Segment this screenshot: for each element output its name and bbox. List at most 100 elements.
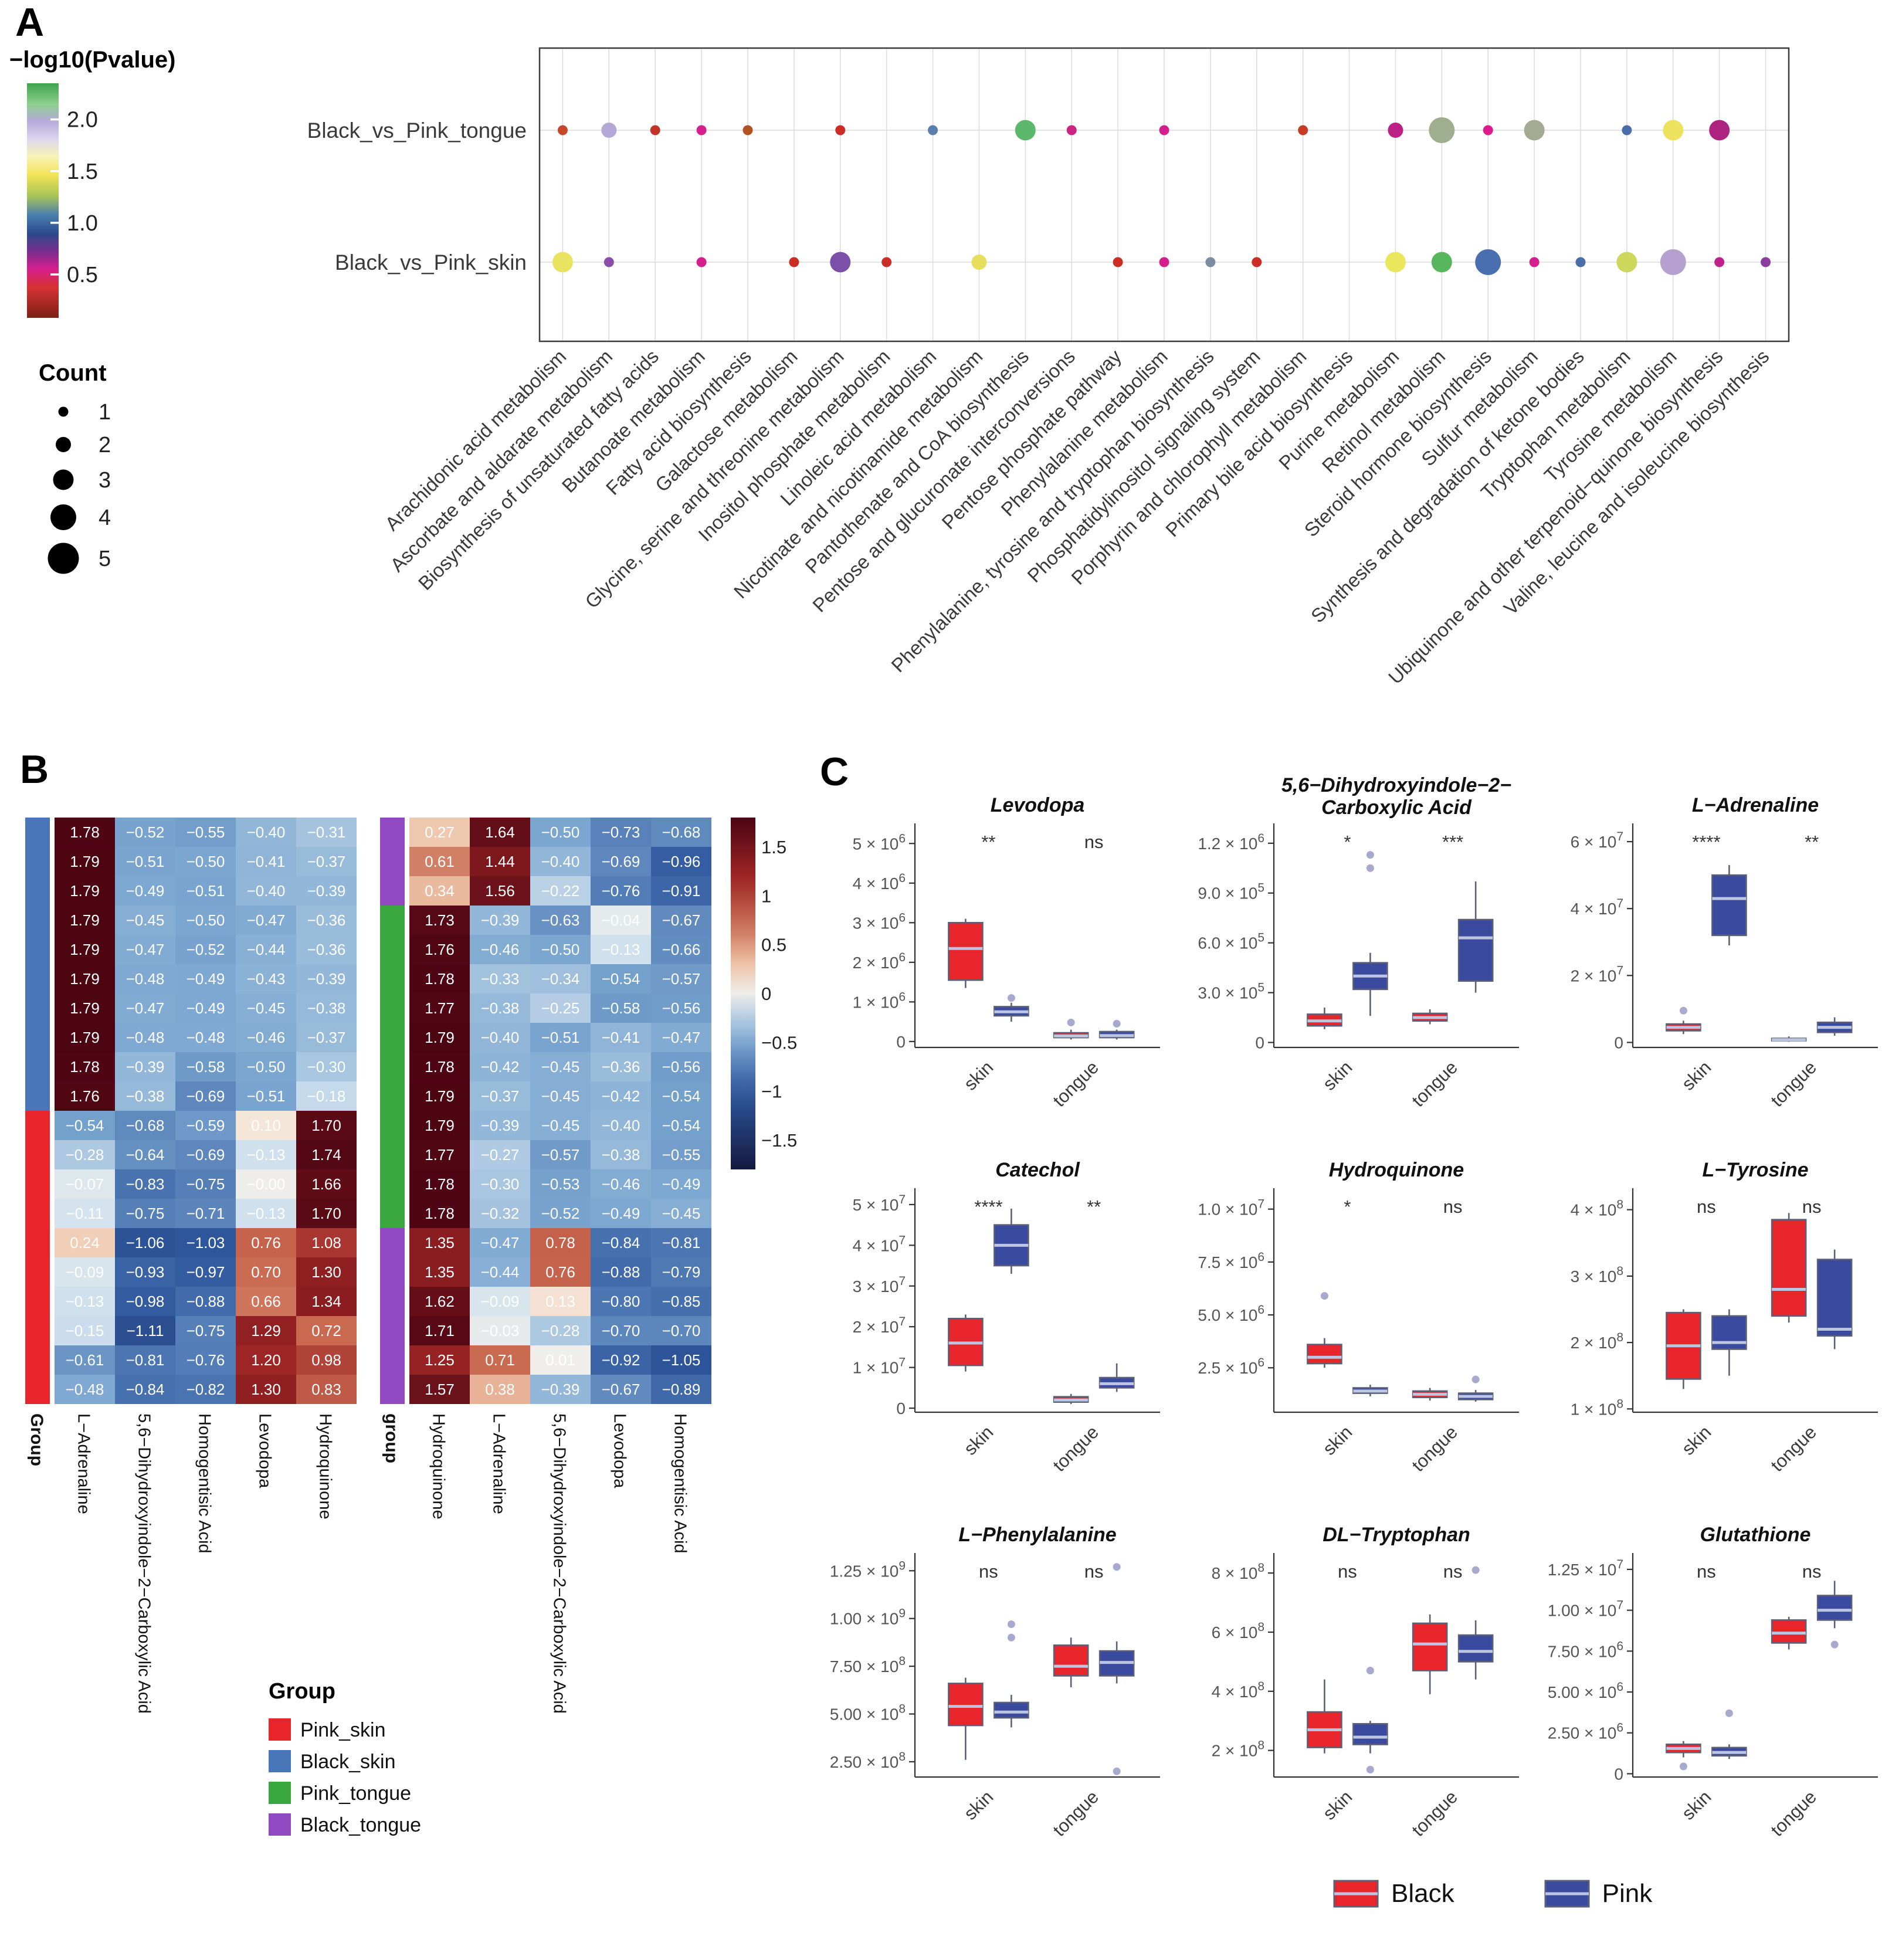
heatmap-cell <box>651 1375 711 1404</box>
heatmap-value: 0.61 <box>425 853 455 870</box>
group-annotation-cell <box>380 935 405 964</box>
heatmap-value: −0.98 <box>126 1293 165 1310</box>
heatmap-value: −0.38 <box>481 999 520 1017</box>
heatmap-cell <box>651 1169 711 1199</box>
heatmap-value: −0.30 <box>481 1175 520 1193</box>
heatmap-cell <box>470 1257 530 1287</box>
heatmap-value: −0.25 <box>541 999 580 1017</box>
y-tick-label: 4 × 107 <box>1571 897 1623 918</box>
heatmap-value: −0.51 <box>541 1029 580 1046</box>
heatmap-colorbar <box>731 818 755 1169</box>
x-group-label: tongue <box>1766 1057 1820 1111</box>
heatmap-cell <box>409 964 470 993</box>
heatmap-value: 0.76 <box>251 1234 281 1252</box>
bubble-dot <box>1298 125 1308 135</box>
heatmap-cell <box>470 964 530 993</box>
bubble-dot <box>1529 257 1540 267</box>
bubble-dot <box>1575 257 1586 267</box>
heatmap-cell <box>55 1140 115 1169</box>
heatmap-cell <box>296 1375 357 1404</box>
group-annotation-cell <box>25 1023 50 1052</box>
heatmap-cell <box>55 1287 115 1316</box>
group-annotation-cell <box>380 1316 405 1345</box>
heatmap-value: 1.79 <box>70 853 100 870</box>
significance-label: ns <box>1802 1196 1822 1217</box>
y-tick-label: 6.0 × 105 <box>1198 931 1264 952</box>
heatmap-cell <box>296 1257 357 1287</box>
heatmap-value: −0.66 <box>662 941 701 958</box>
heatmap-cell <box>236 964 296 993</box>
heatmap-value: 1.70 <box>311 1205 341 1222</box>
heatmap-value: 1.57 <box>425 1381 455 1398</box>
heatmap-value: 0.98 <box>311 1351 341 1369</box>
heatmap-cell <box>55 818 115 847</box>
heatmap-cell <box>530 876 591 906</box>
heatmap-cell <box>591 876 651 906</box>
heatmap-value: −0.84 <box>126 1381 165 1398</box>
heatmap-cell <box>175 1345 236 1375</box>
x-group-label: tongue <box>1049 1786 1103 1840</box>
significance-label: ns <box>1443 1196 1463 1217</box>
heatmap-value: −0.45 <box>541 1087 580 1105</box>
heatmap-cell <box>175 1375 236 1404</box>
boxplot-subplot-8: Glutathione 0 2.50 × 106 5.00 × 106 7.50 × 1… <box>1548 1524 1878 1840</box>
heatmap-value: −0.45 <box>247 999 286 1017</box>
bubble-dot <box>1252 257 1262 267</box>
group-annotation-cell <box>380 1169 405 1199</box>
heatmap-cell <box>236 1052 296 1081</box>
group-annotation-cell <box>380 847 405 876</box>
y-tick-label: 1 × 106 <box>853 990 906 1011</box>
boxplot-subplot-3: Catechol 0 1 × 107 2 × 107 3 × 107 4 × 107 5 ×… <box>853 1159 1160 1476</box>
group-annotation-cell <box>380 1345 405 1375</box>
group-annotation-cell <box>25 1345 50 1375</box>
heatmap-value: −0.04 <box>602 911 640 929</box>
heatmap-value: −0.70 <box>602 1322 640 1340</box>
heatmap-cell <box>591 906 651 935</box>
heatmap-cell <box>651 1199 711 1228</box>
heatmap-cell <box>591 847 651 876</box>
heatmap-cell <box>530 1287 591 1316</box>
significance-label: ns <box>1443 1561 1463 1582</box>
boxplot-legend: Black Pink <box>1331 1877 1652 1911</box>
heatmap-value: 0.24 <box>70 1234 100 1252</box>
heatmap-cell <box>409 1081 470 1111</box>
x-group-label: skin <box>1319 1057 1357 1094</box>
heatmap-value: 0.13 <box>545 1293 575 1310</box>
heatmap-value: −0.47 <box>126 999 165 1017</box>
bubble-dot <box>1159 125 1169 135</box>
boxplot-title: L−Adrenaline <box>1692 794 1819 816</box>
group-annotation-cell <box>25 876 50 906</box>
outlier-dot <box>1471 1375 1480 1383</box>
box <box>1352 1722 1388 1745</box>
heatmap-value: −0.37 <box>307 853 346 870</box>
bubble-dot <box>1660 249 1686 275</box>
heatmap-value: 1.79 <box>425 1087 455 1105</box>
y-tick-label: 0 <box>896 1399 906 1418</box>
heatmap-cell <box>55 964 115 993</box>
heatmap-value: −0.54 <box>662 1117 701 1134</box>
heatmap-cell <box>591 1345 651 1375</box>
panel-c-label: C <box>820 750 849 794</box>
heatmap-cell <box>115 1023 175 1052</box>
heatmap-value: −0.61 <box>66 1351 104 1369</box>
y-tick-label: 2 × 108 <box>1571 1331 1623 1352</box>
heatmap-cell <box>470 1111 530 1140</box>
heatmap-cell <box>530 818 591 847</box>
heatmap-value: −0.39 <box>126 1058 165 1076</box>
heatmap-cell <box>651 1345 711 1375</box>
x-group-label: tongue <box>1408 1422 1462 1476</box>
bubble-dot <box>835 125 846 135</box>
group-annotation-cell <box>25 1228 50 1257</box>
box <box>1816 1259 1853 1337</box>
heatmap-value: −0.93 <box>126 1263 165 1281</box>
heatmap-value: 0.34 <box>425 882 455 900</box>
heatmap-cell <box>175 1052 236 1081</box>
outlier-dot <box>1113 1563 1121 1571</box>
outlier-dot <box>1007 1620 1015 1628</box>
heatmap-value: 1.08 <box>311 1234 341 1252</box>
box <box>1711 1315 1747 1350</box>
boxplot-title: Carboxylic Acid <box>1321 796 1472 819</box>
heatmap-value: −0.97 <box>187 1263 225 1281</box>
heatmap-value: −0.38 <box>307 999 346 1017</box>
bubble-dot <box>928 125 938 135</box>
